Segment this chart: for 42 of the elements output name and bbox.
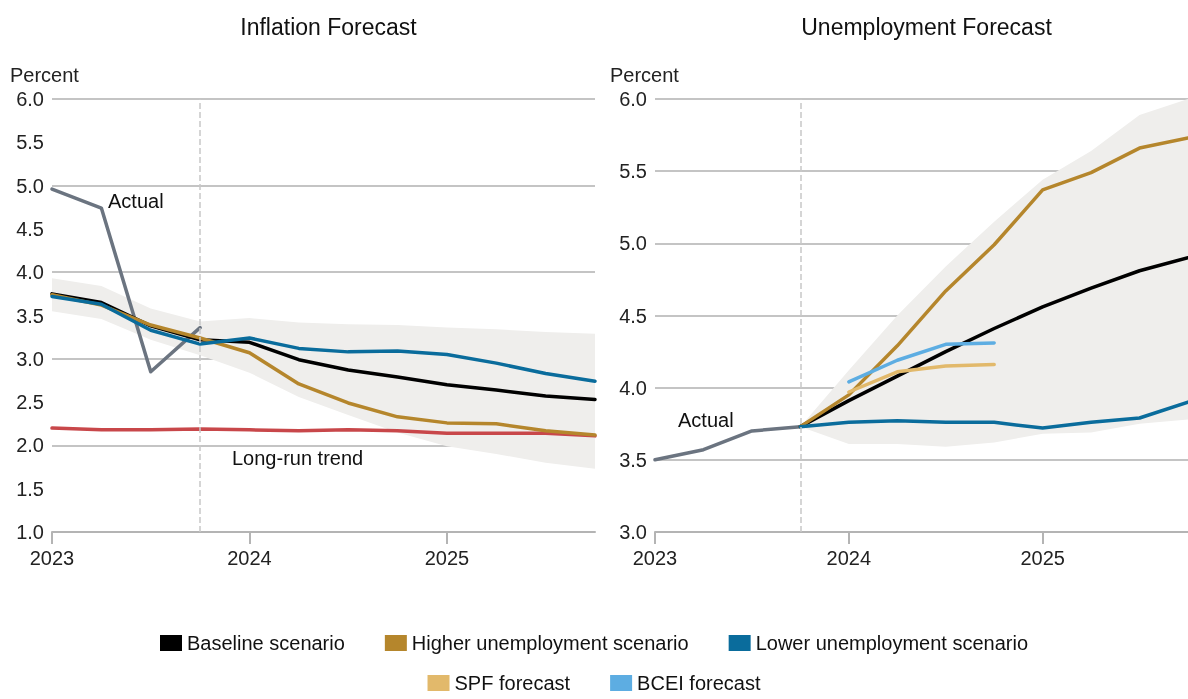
y-tick-label: 3.5 (16, 304, 44, 327)
y-axis-title: Percent (610, 64, 680, 86)
line-series (50, 426, 597, 438)
line-series (847, 362, 996, 394)
legend-label: BCEI forecast (637, 672, 761, 694)
x-tick-label: 2023 (632, 547, 678, 569)
y-tick-label: 3.0 (16, 347, 44, 370)
y-tick-label: 2.5 (16, 391, 44, 414)
y-tick-label: 3.0 (619, 521, 647, 543)
line-series (847, 341, 996, 384)
y-tick-label: 4.0 (619, 376, 647, 399)
line-series (50, 187, 202, 374)
annotation: Actual (108, 190, 164, 212)
y-tick-label: 3.5 (619, 448, 647, 471)
x-tick-label: 2025 (424, 547, 470, 569)
x-tick-label: 2023 (29, 547, 75, 569)
chart-title: Inflation Forecast (240, 13, 418, 40)
legend-label: Baseline scenario (186, 632, 345, 654)
y-tick-label: 4.5 (619, 304, 647, 327)
y-tick-label: 2.0 (16, 434, 44, 457)
x-tick-label: 2025 (1020, 547, 1065, 569)
y-tick-label: 5.0 (16, 174, 44, 197)
annotation: Long-run trend (232, 447, 364, 469)
x-tick-label: 2024 (826, 547, 872, 569)
y-tick-label: 5.5 (16, 131, 44, 154)
y-tick-label: 6.0 (16, 88, 44, 110)
y-tick-label: 5.5 (619, 160, 647, 183)
line-series (50, 294, 597, 384)
annotation: Actual (678, 409, 734, 431)
y-tick-label: 1.5 (16, 477, 44, 500)
y-tick-label: 4.5 (16, 217, 44, 240)
y-axis-title: Percent (10, 64, 80, 86)
legend-label: Higher unemployment scenario (411, 632, 689, 654)
x-tick-label: 2024 (227, 547, 272, 569)
chart-title: Unemployment Forecast (801, 13, 1053, 40)
line-series (798, 400, 1188, 430)
y-tick-label: 4.0 (16, 261, 44, 284)
y-tick-label: 6.0 (619, 88, 647, 110)
y-tick-label: 1.0 (16, 521, 44, 543)
legend-label: SPF forecast (454, 672, 571, 694)
y-tick-label: 5.0 (619, 232, 647, 255)
legend-label: Lower unemployment scenario (755, 632, 1029, 654)
